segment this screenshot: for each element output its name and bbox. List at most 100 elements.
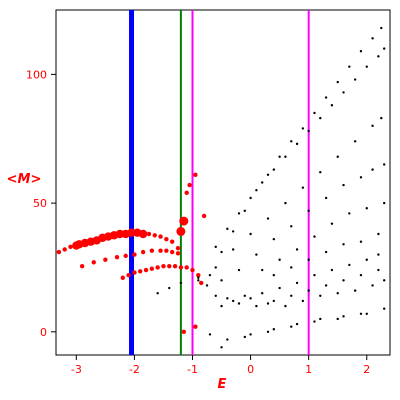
red-data-point — [127, 228, 136, 237]
black-data-point — [377, 268, 380, 272]
black-data-point — [324, 96, 328, 99]
black-data-point — [284, 155, 287, 158]
black-data-point — [371, 124, 374, 128]
black-data-point — [290, 266, 293, 269]
black-data-point — [348, 212, 351, 215]
black-data-point — [272, 237, 276, 241]
black-data-point — [377, 232, 380, 236]
red-data-point — [164, 248, 169, 253]
red-data-point — [181, 329, 186, 335]
black-data-point — [255, 304, 258, 308]
black-data-point — [237, 212, 241, 215]
red-data-point — [184, 265, 189, 270]
red-data-point — [143, 267, 149, 273]
black-data-point — [365, 312, 368, 316]
black-data-point — [324, 196, 328, 200]
red-data-point — [91, 260, 96, 265]
black-data-point — [255, 189, 258, 192]
black-data-point — [313, 111, 316, 115]
black-data-point — [307, 289, 310, 292]
black-data-point — [377, 55, 380, 58]
red-data-point — [164, 236, 169, 242]
red-data-point — [146, 231, 152, 237]
black-data-point — [266, 330, 270, 334]
black-data-point — [255, 253, 258, 256]
red-data-point — [196, 272, 201, 278]
red-data-point — [132, 252, 137, 257]
red-data-point — [184, 190, 189, 195]
y-tick-label: 0 — [40, 326, 47, 339]
black-data-point — [231, 248, 235, 251]
plot-frame — [55, 9, 391, 356]
black-data-point — [237, 268, 241, 272]
black-data-point — [359, 49, 363, 53]
black-data-point — [220, 346, 223, 349]
black-data-point — [336, 155, 339, 158]
x-tick-label: 1 — [305, 363, 312, 376]
black-data-point — [324, 284, 328, 287]
black-data-point — [278, 155, 281, 158]
black-data-point — [365, 65, 368, 68]
black-data-point — [295, 281, 299, 285]
black-data-point — [330, 268, 334, 272]
black-data-point — [319, 294, 322, 297]
black-data-point — [243, 294, 246, 297]
red-data-point — [190, 267, 195, 273]
black-data-point — [371, 284, 374, 287]
red-data-point — [132, 270, 137, 275]
red-data-point — [167, 263, 172, 269]
black-data-point — [243, 209, 246, 213]
red-data-point — [62, 247, 67, 252]
black-data-point — [284, 201, 287, 205]
red-data-point — [123, 253, 128, 259]
black-data-point — [272, 328, 276, 331]
red-data-point — [152, 233, 157, 238]
red-data-point — [169, 249, 175, 255]
black-data-point — [336, 80, 339, 84]
red-data-point — [187, 182, 192, 188]
black-data-point — [290, 225, 293, 228]
black-data-point — [231, 299, 235, 303]
red-data-point — [172, 263, 178, 269]
red-data-point — [179, 216, 189, 226]
black-data-point — [156, 292, 159, 295]
red-data-point — [193, 172, 198, 177]
red-data-point — [161, 263, 166, 269]
black-data-point — [278, 286, 281, 290]
black-data-point — [208, 273, 212, 277]
black-data-point — [365, 258, 368, 261]
black-data-point — [168, 286, 171, 290]
black-data-point — [342, 91, 345, 94]
black-data-point — [220, 250, 223, 254]
black-data-point — [342, 243, 345, 246]
black-data-point — [243, 335, 246, 339]
black-data-point — [313, 273, 316, 277]
black-data-point — [208, 333, 212, 336]
red-data-point — [175, 245, 181, 251]
black-data-point — [214, 245, 217, 249]
red-data-point — [176, 226, 186, 236]
black-data-point — [307, 258, 310, 261]
black-data-point — [324, 250, 328, 254]
black-data-point — [226, 227, 229, 231]
black-data-point — [371, 168, 374, 171]
red-data-point — [138, 229, 148, 239]
y-tick-label: 100 — [26, 68, 47, 81]
axis-tick-labels: -3 -2 -1 0 1 2 0 50 100 — [26, 68, 370, 376]
black-data-point — [359, 240, 363, 243]
red-data-point — [56, 249, 62, 255]
black-data-point — [261, 292, 264, 295]
red-data-point — [199, 280, 204, 286]
black-data-point — [319, 116, 322, 120]
black-data-point — [249, 232, 252, 236]
black-data-point — [336, 292, 339, 295]
data-points — [56, 26, 386, 349]
black-data-point — [359, 273, 363, 277]
black-data-point — [307, 209, 310, 213]
x-tick-label: -3 — [71, 363, 82, 376]
black-data-point — [295, 142, 299, 146]
black-data-point — [377, 253, 380, 256]
black-data-point — [301, 186, 305, 189]
black-data-point — [330, 104, 334, 107]
